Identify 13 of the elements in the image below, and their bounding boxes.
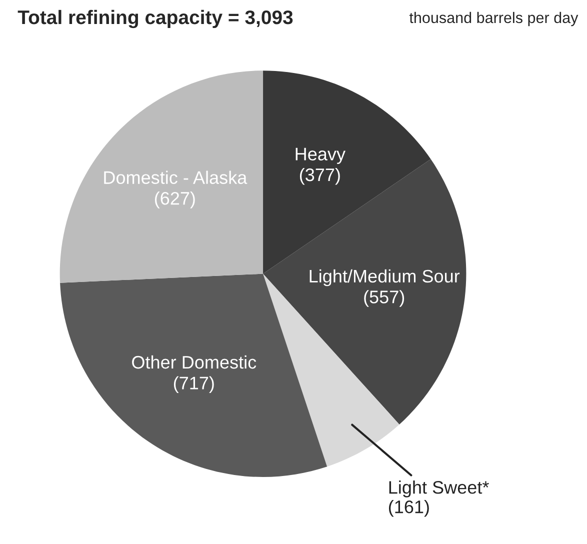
slice-label: Heavy	[296, 148, 346, 164]
slice-label: Light Sweet*	[389, 480, 489, 498]
chart-subtitle: thousand barrels per day	[409, 12, 578, 26]
data-label: (627)	[154, 191, 195, 208]
data-label: (717)	[174, 376, 214, 394]
pie-slice	[60, 70, 264, 283]
slice-label: Domestic - Alaska	[104, 170, 248, 184]
chart-title: Total refining capacity = 3,093	[18, 10, 293, 28]
data-label: (557)	[364, 290, 404, 307]
slice-label: Other Domestic	[132, 355, 256, 369]
data-label: (161)	[388, 500, 429, 517]
slice-label: Light/Medium Sour	[310, 269, 460, 286]
data-label: (377)	[300, 168, 340, 185]
